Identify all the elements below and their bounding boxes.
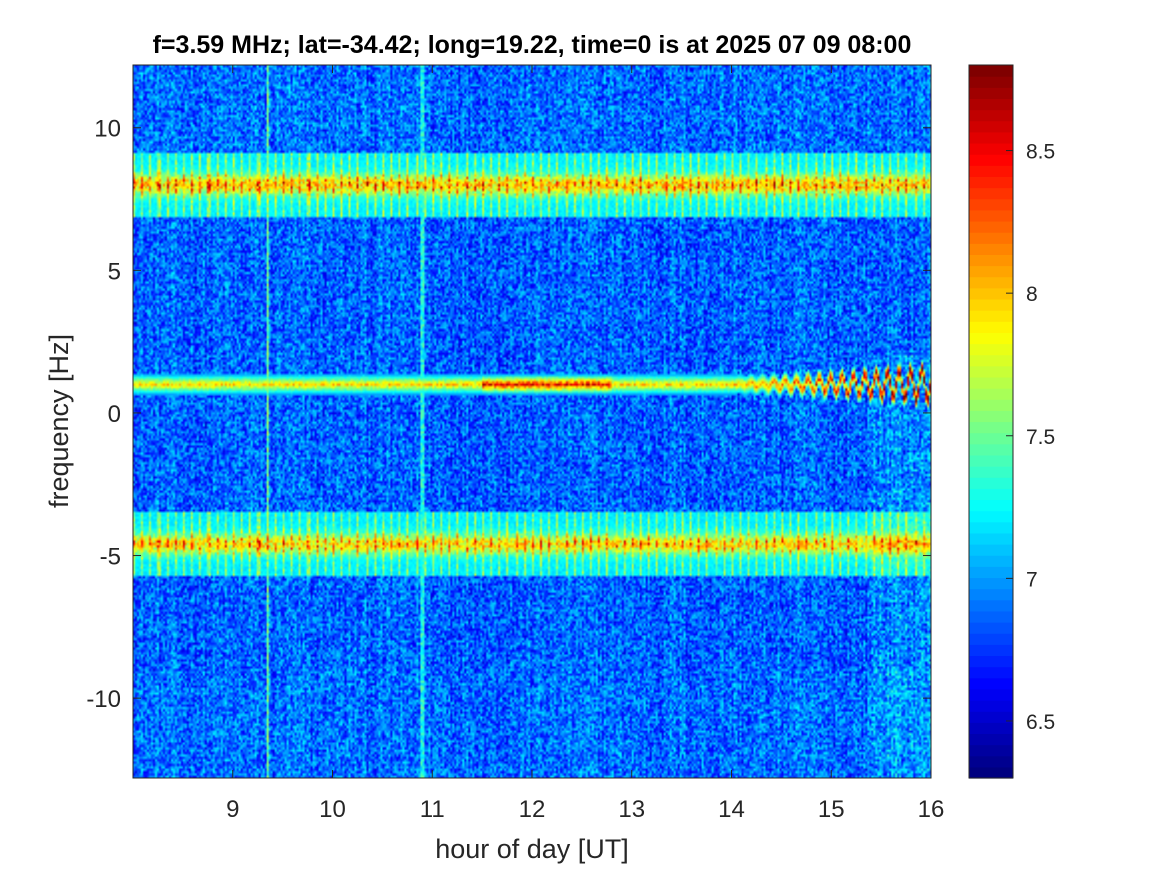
colorbar-tick-label: 7	[1026, 568, 1038, 591]
colorbar-segment	[969, 376, 1013, 389]
colorbar-segment	[969, 700, 1013, 712]
colorbar-segment	[969, 454, 1013, 467]
spectrogram-image	[133, 65, 931, 778]
colorbar-segment	[969, 477, 1013, 489]
colorbar-segment	[969, 521, 1013, 534]
colorbar-segment	[969, 588, 1013, 601]
colorbar-segment	[969, 109, 1013, 122]
colorbar-segment	[969, 744, 1013, 757]
colorbar-segment	[969, 610, 1013, 623]
colorbar-segment	[969, 198, 1013, 211]
colorbar-segment	[969, 443, 1013, 456]
colorbar-segment	[969, 766, 1013, 779]
colorbar-segment	[969, 154, 1013, 166]
colorbar-segment	[969, 209, 1013, 222]
y-tick-label: -5	[100, 544, 121, 571]
colorbar-segment	[969, 432, 1013, 445]
colorbar-segment	[969, 633, 1013, 645]
colorbar-segment	[969, 733, 1013, 746]
colorbar-segment	[969, 722, 1013, 735]
colorbar-segment	[969, 577, 1013, 590]
x-tick-label: 13	[618, 796, 645, 823]
colorbar-segment	[969, 276, 1013, 289]
colorbar-segment	[969, 499, 1013, 512]
colorbar-segment	[969, 65, 1013, 77]
colorbar-tick-label: 6.5	[1026, 711, 1055, 734]
colorbar-segment	[969, 510, 1013, 523]
colorbar-segment	[969, 332, 1013, 345]
colorbar-segment	[969, 555, 1013, 567]
colorbar-segment	[969, 131, 1013, 144]
y-tick-label: -10	[86, 686, 121, 713]
colorbar-segment	[969, 232, 1013, 244]
colorbar: 8.5 8 7.5 7 6.5	[968, 64, 1055, 779]
colorbar-segment	[969, 298, 1013, 311]
colorbar-segment	[969, 488, 1013, 501]
y-tick-label: 5	[108, 258, 121, 285]
x-tick-label: 16	[918, 796, 945, 823]
y-axis-label: frequency [Hz]	[44, 334, 74, 508]
colorbar-segment	[969, 666, 1013, 679]
colorbar-segment	[969, 711, 1013, 723]
x-tick-label: 11	[420, 796, 445, 823]
colorbar-segment	[969, 388, 1013, 400]
y-tick-label: 0	[108, 401, 121, 428]
x-tick-label: 14	[718, 796, 745, 823]
y-axis: 10 5 0 -5 -10	[86, 116, 931, 713]
x-tick-label: 9	[226, 796, 239, 823]
colorbar-segment	[969, 755, 1013, 768]
colorbar-segment	[969, 321, 1013, 333]
colorbar-segment	[969, 354, 1013, 367]
colorbar-segment	[969, 599, 1013, 612]
colorbar-tick-label: 8	[1026, 283, 1038, 306]
colorbar-segment	[969, 677, 1013, 690]
colorbar-segment	[969, 176, 1013, 189]
y-tick-label: 10	[94, 116, 121, 143]
colorbar-segment	[969, 688, 1013, 701]
colorbar-segment	[969, 87, 1013, 100]
colorbar-segment	[969, 466, 1013, 478]
colorbar-segment	[969, 120, 1013, 133]
x-axis: 9 10 11 12 13 14 15 16	[226, 65, 944, 823]
colorbar-frame	[968, 64, 1014, 779]
colorbar-segment	[969, 76, 1013, 88]
x-tick-label: 10	[319, 796, 346, 823]
colorbar-segment	[969, 544, 1013, 556]
colorbar-segment	[969, 399, 1013, 411]
x-tick-label: 15	[818, 796, 845, 823]
colorbar-tick-label: 7.5	[1026, 426, 1055, 449]
colorbar-segment	[969, 644, 1013, 657]
chart-title: f=3.59 MHz; lat=-34.42; long=19.22, time…	[153, 31, 912, 59]
colorbar-segment	[969, 310, 1013, 322]
x-axis-label: hour of day [UT]	[435, 834, 629, 864]
colorbar-segment	[969, 142, 1013, 155]
colorbar-segment	[969, 287, 1013, 300]
colorbar-segment	[969, 622, 1013, 634]
colorbar-segment	[969, 243, 1013, 255]
colorbar-segment	[969, 265, 1013, 278]
colorbar-segment	[969, 365, 1013, 378]
colorbar-segment	[969, 187, 1013, 200]
colorbar-segment	[969, 532, 1013, 545]
colorbar-segment	[969, 165, 1013, 178]
colorbar-segment	[969, 421, 1013, 434]
colorbar-segment	[969, 220, 1013, 233]
x-tick-label: 12	[519, 796, 546, 823]
spectrogram-heatmap	[133, 65, 931, 778]
colorbar-segment	[969, 566, 1013, 579]
colorbar-segment	[969, 343, 1013, 356]
colorbar-segment	[969, 410, 1013, 423]
colorbar-segment	[969, 655, 1013, 668]
colorbar-segment	[969, 98, 1013, 111]
colorbar-tick-label: 8.5	[1026, 141, 1055, 164]
colorbar-segment	[969, 254, 1013, 267]
